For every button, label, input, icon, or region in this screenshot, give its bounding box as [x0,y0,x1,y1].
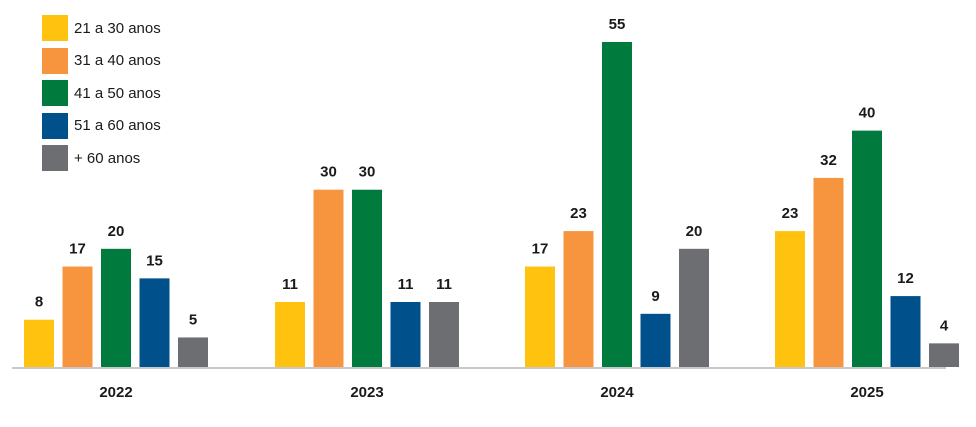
legend-swatch [42,145,68,172]
bar-2024-series-5 [679,248,709,367]
data-label: 8 [35,294,43,311]
data-label: 12 [897,270,914,287]
bar-2024-series-2 [563,231,594,367]
legend-label: 21 a 30 anos [74,19,161,37]
data-label: 11 [436,276,452,293]
data-label: 30 [320,164,337,181]
data-label: 32 [820,152,837,169]
legend-swatch [42,15,68,42]
data-label: 20 [686,223,703,240]
data-label: 15 [146,252,163,269]
x-tick-label: 2022 [99,384,132,401]
bar-2022-series-2 [62,266,93,367]
legend-label: 31 a 40 anos [74,52,161,70]
legend-item: 21 a 30 anos [42,12,161,45]
data-label: 4 [940,317,949,334]
legend-item: 41 a 50 anos [42,77,161,110]
legend-item: 51 a 60 anos [42,110,161,143]
data-label: 23 [782,205,799,222]
x-tick-label: 2024 [600,384,634,401]
bar-2023-series-5 [429,302,459,367]
data-label: 55 [609,16,626,33]
data-label: 20 [108,223,125,240]
data-label: 17 [532,241,549,258]
bar-2024-series-1 [525,266,555,367]
x-tick-label: 2025 [850,384,883,401]
bar-2022-series-1 [24,319,54,367]
bar-2022-series-5 [178,337,208,367]
x-tick-label: 2023 [350,384,383,401]
legend-label: + 60 anos [74,149,141,167]
data-label: 11 [282,276,298,293]
legend-swatch [42,112,68,139]
bar-2024-series-3 [602,42,632,367]
bar-2025-series-2 [813,177,844,367]
data-label: 17 [69,241,86,258]
data-label: 5 [189,311,197,328]
legend-label: 41 a 50 anos [74,84,161,102]
bar-2024-series-4 [640,313,671,367]
legend-item: 31 a 40 anos [42,45,161,78]
data-label: 40 [859,105,876,122]
bar-2025-series-4 [890,296,921,367]
legend-swatch [42,47,68,74]
data-label: 9 [651,288,659,305]
legend-swatch [42,80,68,107]
bar-2023-series-1 [275,302,305,367]
bar-2025-series-5 [929,343,959,367]
data-label: 30 [359,164,376,181]
legend-label: 51 a 60 anos [74,117,161,135]
bar-2023-series-4 [390,302,421,367]
bar-2025-series-3 [852,130,882,367]
bar-2022-series-3 [101,248,131,367]
data-label: 23 [570,205,587,222]
bar-2023-series-3 [352,189,382,367]
bar-2023-series-2 [313,189,344,367]
bar-2025-series-1 [775,231,805,367]
bar-2022-series-4 [139,278,170,367]
data-label: 11 [398,276,414,293]
legend-item: + 60 anos [42,142,161,175]
legend: 21 a 30 anos 31 a 40 anos 41 a 50 anos 51 a… [42,12,161,175]
